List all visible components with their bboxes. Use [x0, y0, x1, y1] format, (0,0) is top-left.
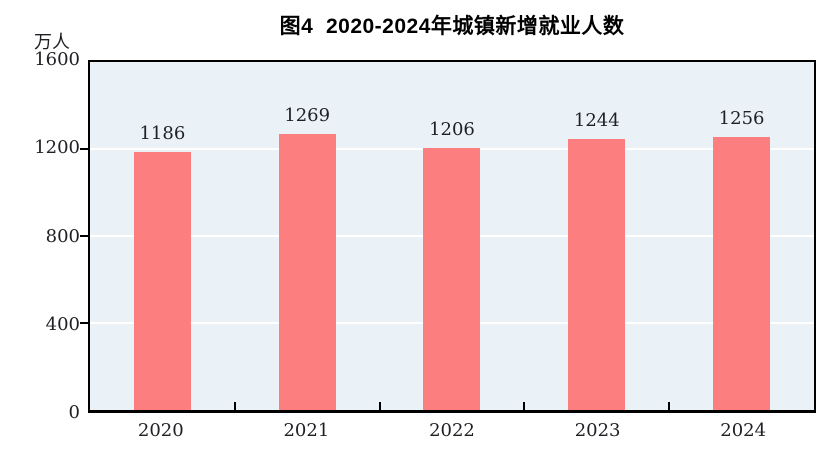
- y-axis-label: 800: [45, 225, 80, 247]
- x-axis-tick-mark: [523, 402, 526, 410]
- bar: [713, 136, 771, 410]
- x-axis-label: 2024: [720, 420, 767, 441]
- bar-value-label: 1269: [284, 105, 331, 126]
- bar: [568, 139, 626, 410]
- y-axis-tick-mark: [80, 322, 88, 324]
- y-axis-tick-mark: [80, 148, 88, 150]
- bar-value-label: 1206: [429, 118, 475, 140]
- bar-group: 1244: [524, 62, 669, 410]
- x-axis-tick-labels: 2020 2021 2022 2023 2024: [88, 420, 816, 444]
- bar-group: 1206: [380, 62, 525, 410]
- y-axis-label: 400: [45, 313, 80, 335]
- bar-value-label: 1244: [573, 110, 620, 132]
- bar: [423, 147, 481, 410]
- x-axis-tick-mark: [233, 402, 236, 410]
- bar-group: 1256: [669, 62, 814, 410]
- y-axis-label: 0: [68, 402, 80, 423]
- y-axis-label: 1200: [34, 137, 80, 159]
- x-axis-label: 2020: [137, 420, 184, 441]
- x-axis-tick-mark: [378, 402, 381, 410]
- bar: [133, 152, 191, 410]
- x-axis-label: 2023: [574, 420, 621, 441]
- bar-group: 1186: [90, 62, 235, 410]
- bar: [278, 134, 336, 410]
- x-axis-label: 2022: [429, 420, 475, 441]
- x-axis-label: 2021: [283, 420, 330, 441]
- bar-group: 1269: [235, 62, 380, 410]
- y-axis-tick-mark: [80, 235, 88, 237]
- bar-value-label: 1256: [718, 107, 765, 129]
- bar-value-label: 1186: [139, 123, 186, 145]
- y-axis-label: 1600: [34, 49, 80, 70]
- y-axis-unit-label: 万人: [34, 32, 70, 53]
- chart-title: 图4 2020-2024年城镇新增就业人数: [279, 15, 625, 38]
- y-axis-tick-labels: 0 400 800 1200 1600: [0, 51, 80, 422]
- x-axis-tick-mark: [668, 402, 671, 410]
- plot-area: 1186 1269 1206 1244 1256: [80, 60, 816, 413]
